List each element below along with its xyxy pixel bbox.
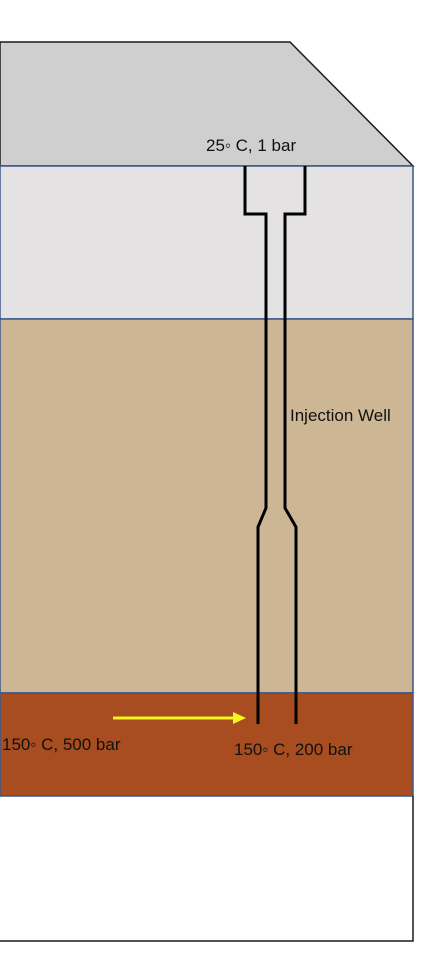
- upper-layer: [0, 165, 414, 320]
- wellbottom-condition-label: 150◦ C, 200 bar: [234, 740, 353, 759]
- well-name-label: Injection Well: [290, 406, 391, 425]
- surface-condition-label: 25◦ C, 1 bar: [206, 136, 296, 155]
- reservoir-condition-label: 150◦ C, 500 bar: [2, 735, 121, 754]
- arrow-right-icon: [113, 712, 246, 724]
- middle-layer: [0, 318, 414, 694]
- lower-boundary: [0, 796, 414, 942]
- well-left-wall: [243, 166, 268, 724]
- well-right-wall: [283, 166, 307, 724]
- reservoir-layer: [0, 692, 414, 797]
